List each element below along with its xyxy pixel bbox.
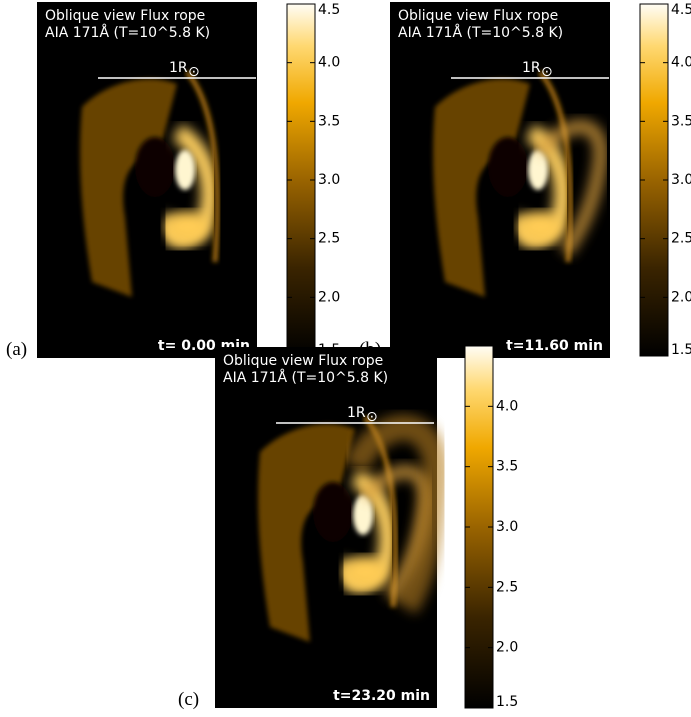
colorbar-tick-label: 3.0 <box>496 519 518 535</box>
colorbar-tick-label: 3.5 <box>496 459 518 475</box>
panel-subtitle: AIA 171Å (T=10^5.8 K) <box>45 24 210 41</box>
dark-cavity <box>135 137 175 197</box>
panel-label: (c) <box>178 689 199 710</box>
dark-cavity <box>313 482 353 542</box>
colorbar-tick-label: 2.0 <box>496 640 518 656</box>
scale-subscript: ⊙ <box>541 64 553 80</box>
colorbar-tick-label: 4.0 <box>671 55 691 71</box>
panel-title: Oblique view Flux rope <box>398 8 558 24</box>
lower-blob <box>165 211 209 243</box>
lower-blob <box>343 556 387 588</box>
colorbar-tick-label: 2.5 <box>671 231 691 247</box>
colorbar-tick-label: 3.0 <box>318 172 340 188</box>
colorbar-tick-label: 4.5 <box>496 344 518 360</box>
colorbar-tick-label: 4.0 <box>496 398 518 414</box>
dark-cavity <box>488 137 528 197</box>
lower-blob <box>518 211 562 243</box>
colorbar-tick-label: 4.5 <box>318 2 340 18</box>
colorbar-tick-label: 2.0 <box>671 289 691 305</box>
colorbar-tick-label: 4.0 <box>318 55 340 71</box>
scale-subscript: ⊙ <box>366 409 378 425</box>
panel-subtitle: AIA 171Å (T=10^5.8 K) <box>223 369 388 386</box>
colorbar-tick-label: 1.5 <box>671 342 691 358</box>
panel-label: (a) <box>6 339 27 360</box>
colorbar-tick-label: 2.5 <box>496 579 518 595</box>
colorbar-tick-label: 2.0 <box>318 289 340 305</box>
colorbar-tick-label: 3.0 <box>671 172 691 188</box>
colorbar-tick-label: 1.5 <box>496 694 518 710</box>
bright-core <box>175 150 195 190</box>
scale-subscript: ⊙ <box>188 64 200 80</box>
panel-title: Oblique view Flux rope <box>223 353 383 369</box>
colorbar-tick-label: 2.5 <box>318 231 340 247</box>
colorbar-tick-label: 3.5 <box>671 113 691 129</box>
panel-title: Oblique view Flux rope <box>45 8 205 24</box>
scale-label: 1R <box>522 60 541 76</box>
colorbar-tick-label: 3.5 <box>318 113 340 129</box>
time-label: t=11.60 min <box>506 338 603 354</box>
scale-label: 1R <box>169 60 188 76</box>
colorbar-tick-label: 4.5 <box>671 2 691 18</box>
figure: Oblique view Flux ropeAIA 171Å (T=10^5.8… <box>0 0 691 717</box>
panel-subtitle: AIA 171Å (T=10^5.8 K) <box>398 24 563 41</box>
scale-label: 1R <box>347 405 366 421</box>
time-label: t=23.20 min <box>333 688 430 704</box>
